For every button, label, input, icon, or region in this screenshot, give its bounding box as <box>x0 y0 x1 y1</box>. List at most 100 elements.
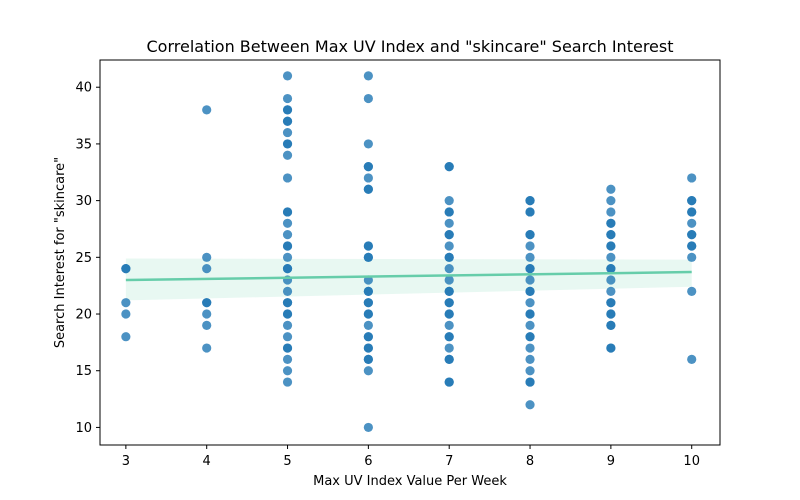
data-point <box>444 320 454 330</box>
x-tick-label: 6 <box>364 454 372 469</box>
data-point <box>525 196 535 206</box>
data-point <box>282 207 293 217</box>
data-point <box>525 230 535 240</box>
confidence-band <box>125 258 692 301</box>
data-point <box>363 298 373 308</box>
regression-line <box>125 270 692 282</box>
data-point <box>282 332 293 342</box>
data-point <box>687 207 697 217</box>
data-point <box>444 309 454 319</box>
data-point <box>282 218 293 228</box>
data-point <box>606 241 616 251</box>
data-point <box>363 161 373 172</box>
data-point <box>282 252 293 262</box>
data-point <box>525 343 535 353</box>
data-point <box>363 422 373 433</box>
y-axis: 10 15 20 25 30 35 40 <box>75 81 100 436</box>
data-point <box>282 264 293 274</box>
data-point <box>525 309 535 319</box>
data-point <box>282 343 293 353</box>
data-point <box>606 218 616 228</box>
data-point <box>121 309 131 319</box>
data-point <box>444 161 454 172</box>
data-point <box>687 173 697 183</box>
x-axis: 3 4 5 6 7 8 9 10 <box>122 445 700 469</box>
data-point <box>606 196 616 206</box>
data-point <box>444 218 454 228</box>
data-point <box>363 343 373 353</box>
data-point <box>282 354 293 364</box>
data-point <box>444 264 454 274</box>
data-point <box>363 320 373 330</box>
data-point <box>525 298 535 308</box>
data-point <box>282 173 293 183</box>
data-point <box>687 241 697 251</box>
data-point <box>525 400 535 410</box>
y-axis-label: Search Interest for "skincare" <box>53 157 68 348</box>
data-point <box>606 184 616 194</box>
data-point <box>363 309 373 319</box>
data-point <box>525 320 535 330</box>
data-point <box>687 286 697 296</box>
data-point <box>202 298 212 308</box>
data-point <box>444 332 454 342</box>
data-point <box>282 309 293 319</box>
x-tick-label: 7 <box>445 454 453 469</box>
data-point <box>525 275 535 285</box>
data-point <box>363 332 373 342</box>
y-tick-label: 15 <box>75 364 92 379</box>
x-tick-label: 10 <box>683 454 700 469</box>
y-tick-label: 30 <box>75 194 92 209</box>
data-point <box>525 252 535 262</box>
data-point <box>363 252 373 262</box>
data-point <box>606 252 616 262</box>
data-point <box>606 275 616 285</box>
data-point <box>363 93 373 104</box>
y-tick-label: 40 <box>75 81 92 96</box>
data-point <box>687 218 697 228</box>
data-point <box>525 366 535 376</box>
data-point <box>606 343 616 353</box>
data-point <box>121 264 131 274</box>
data-point <box>444 298 454 308</box>
data-point <box>363 354 373 364</box>
data-point <box>687 252 697 262</box>
data-point <box>444 343 454 353</box>
data-point <box>363 286 373 296</box>
data-point <box>444 275 454 285</box>
data-point <box>444 230 454 240</box>
data-point <box>444 377 454 387</box>
data-point <box>444 252 454 262</box>
data-point <box>363 241 373 251</box>
data-point <box>444 241 454 251</box>
data-point <box>525 332 535 342</box>
x-tick-label: 4 <box>203 454 211 469</box>
y-tick-label: 25 <box>75 251 92 266</box>
data-point <box>606 309 616 319</box>
data-point <box>363 71 373 81</box>
data-point <box>606 320 616 330</box>
data-point <box>444 196 454 206</box>
chart-title: Correlation Between Max UV Index and "sk… <box>146 37 673 56</box>
data-point <box>121 332 131 342</box>
x-axis-label: Max UV Index Value Per Week <box>313 474 507 489</box>
data-point <box>606 230 616 240</box>
data-point <box>606 286 616 296</box>
data-point <box>202 252 212 262</box>
x-tick-label: 3 <box>122 454 130 469</box>
data-point <box>282 93 293 104</box>
data-point <box>282 377 293 387</box>
data-point <box>282 116 293 126</box>
data-point <box>444 354 454 364</box>
data-point <box>606 298 616 308</box>
data-point <box>121 298 131 308</box>
data-point <box>282 286 293 296</box>
data-point <box>444 207 454 217</box>
y-tick-label: 10 <box>75 421 92 436</box>
data-point <box>202 320 212 330</box>
data-point <box>606 264 616 274</box>
x-tick-label: 9 <box>607 454 615 469</box>
data-point <box>282 320 293 330</box>
data-point <box>525 286 535 296</box>
